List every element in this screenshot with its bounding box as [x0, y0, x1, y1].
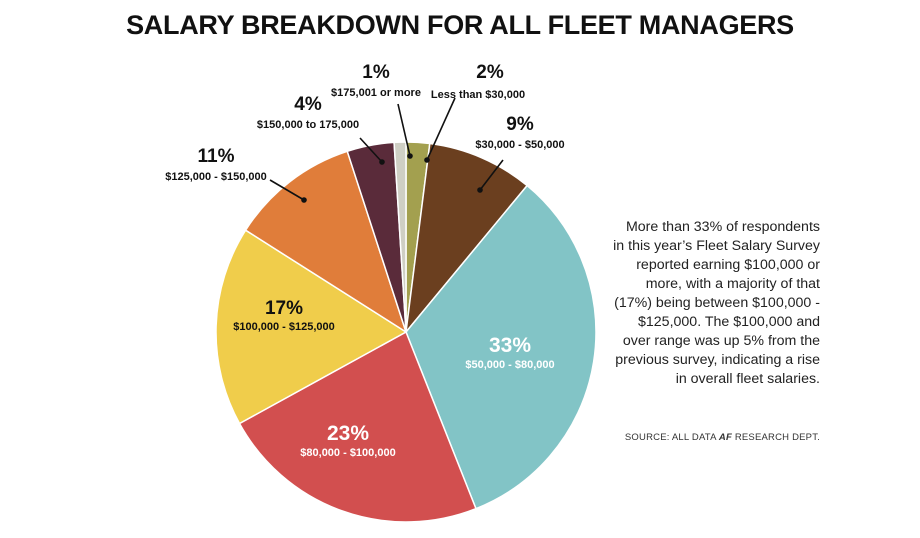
- slice-range-label: $100,000 - $125,000: [233, 321, 335, 333]
- pie-slice: [405, 184, 597, 510]
- source-prefix: SOURCE: ALL DATA: [624, 432, 719, 443]
- leader-line: [397, 103, 411, 157]
- slice-percent-label: 17%: [265, 298, 303, 319]
- slice-range-label: $30,000 - $50,000: [475, 139, 564, 151]
- chart-title: SALARY BREAKDOWN FOR ALL FLEET MANAGERS: [126, 10, 794, 40]
- slice-percent-label: 2%: [476, 62, 504, 83]
- source-suffix: RESEARCH DEPT.: [732, 432, 820, 443]
- slice-percent-label: 9%: [506, 114, 534, 135]
- leader-line: [359, 137, 383, 163]
- leader-line: [269, 179, 305, 201]
- leader-line: [479, 159, 504, 191]
- slice-range-label: $150,000 to 175,000: [257, 119, 359, 131]
- slice-percent-label: 23%: [327, 422, 369, 445]
- leader-dot: [301, 197, 307, 203]
- slice-range-label: $80,000 - $100,000: [300, 447, 395, 459]
- pie-slice: [215, 229, 408, 425]
- slice-range-label: $175,001 or more: [331, 87, 421, 99]
- slice-percent-label: 11%: [198, 146, 235, 167]
- slice-percent-label: 33%: [489, 334, 531, 357]
- leader-lines: [269, 97, 504, 203]
- leader-line: [426, 97, 456, 161]
- pie-slice: [238, 330, 477, 523]
- leader-dot: [424, 157, 430, 163]
- pie-slices: [215, 141, 597, 523]
- slice-range-label: $125,000 - $150,000: [165, 171, 267, 183]
- chart-note: More than 33% of respondents in this yea…: [613, 219, 820, 387]
- slice-labels: 2% Less than $30,000 9% $30,000 - $50,000 33…: [165, 62, 564, 459]
- leader-dot: [379, 159, 385, 165]
- slice-percent-label: 1%: [362, 62, 390, 83]
- pie-slice: [244, 150, 408, 334]
- source-credit: SOURCE: ALL DATA AF RESEARCH DEPT.: [600, 432, 820, 443]
- leader-dot: [407, 153, 413, 159]
- slice-range-label: Less than $30,000: [431, 89, 525, 101]
- leader-dot: [477, 187, 483, 193]
- slice-percent-label: 4%: [294, 94, 322, 115]
- slice-range-label: $50,000 - $80,000: [465, 359, 554, 371]
- source-emphasis: AF: [718, 432, 732, 443]
